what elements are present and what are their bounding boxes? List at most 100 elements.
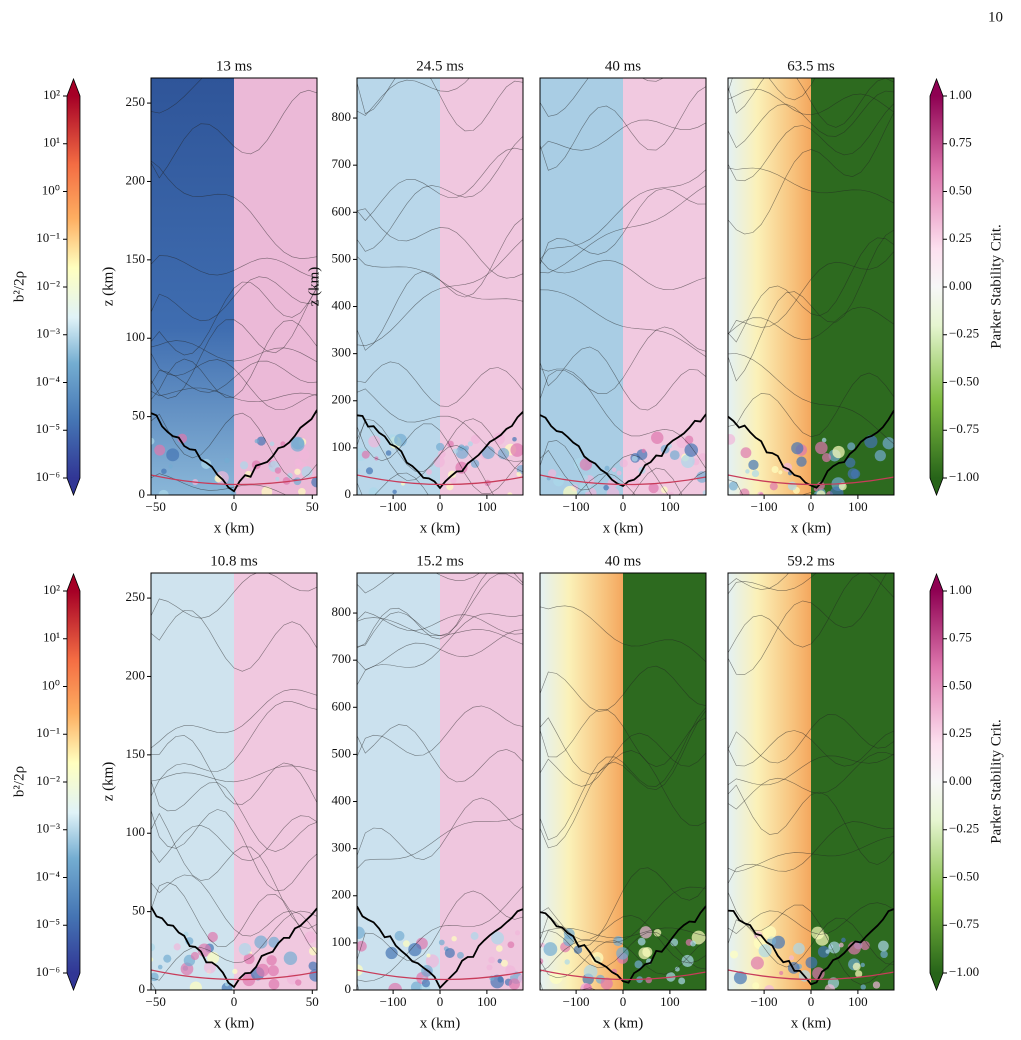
turbulence: [295, 979, 302, 986]
turbulence: [860, 984, 866, 990]
turbulence: [573, 945, 583, 955]
x-tick-label: 100: [848, 499, 868, 514]
turbulence: [294, 458, 302, 467]
field-left: [151, 573, 234, 990]
y-tick-label: 200: [126, 667, 146, 682]
streamline: [151, 352, 317, 410]
streamline: [540, 708, 706, 768]
turbulence: [516, 471, 522, 477]
turbulence: [821, 453, 831, 463]
turbulence: [563, 485, 577, 495]
y-tick-label: 800: [332, 604, 352, 619]
x-tick-label: −50: [146, 994, 166, 1009]
colorbar-extend: [930, 574, 943, 591]
y-tick-label: 50: [132, 408, 145, 423]
turbulence: [696, 471, 706, 483]
x-tick-label: 0: [437, 499, 444, 514]
y-axis-label: z (km): [100, 267, 116, 307]
turbulence: [684, 443, 699, 457]
streamline: [540, 185, 706, 274]
panel-title: 63.5 ms: [787, 58, 835, 74]
turbulence: [254, 439, 259, 444]
y-tick-label: 200: [332, 887, 352, 902]
turbulence: [759, 492, 764, 495]
contour: [728, 908, 894, 986]
streamline: [357, 418, 523, 473]
streamline: [151, 780, 317, 852]
turbulence: [639, 926, 652, 939]
turbulence: [304, 931, 317, 944]
turbulence: [488, 956, 495, 964]
streamline: [151, 610, 317, 672]
turbulence: [882, 437, 894, 450]
turbulence: [771, 465, 779, 474]
streamline: [728, 573, 817, 595]
field-left: [357, 78, 440, 495]
contour: [540, 905, 706, 984]
streamline: [357, 705, 523, 757]
turbulence: [309, 969, 317, 982]
y-tick-label: 600: [332, 203, 352, 218]
colorbar-tick-label: 1.00: [949, 582, 972, 597]
colorbar-tick-label: 10⁰: [42, 677, 60, 692]
turbulence: [151, 943, 156, 952]
turbulence: [168, 464, 173, 469]
turbulence: [563, 934, 575, 947]
x-tick-label: 50: [306, 994, 319, 1009]
turbulence: [298, 487, 306, 495]
streamline: [151, 735, 317, 805]
streamline: [540, 886, 706, 973]
streamline: [728, 112, 894, 235]
streamline: [151, 412, 317, 481]
streamline: [540, 717, 706, 827]
turbulence: [702, 490, 706, 495]
streamline: [728, 836, 894, 873]
contour: [357, 969, 523, 981]
colorbar-tick-label: −0.25: [949, 326, 979, 341]
turbulence: [678, 977, 686, 985]
turbulence: [793, 942, 805, 955]
turbulence: [763, 925, 777, 939]
turbulence: [811, 926, 825, 940]
y-tick-label: 100: [126, 329, 146, 344]
turbulence: [166, 448, 180, 462]
turbulence: [268, 936, 280, 948]
turbulence: [729, 950, 739, 959]
turbulence: [838, 942, 844, 948]
streamline: [357, 388, 523, 462]
turbulence: [791, 442, 804, 455]
colorbar-tick-label: 10⁻²: [36, 773, 60, 788]
colorbar-tick-label: 10²: [43, 87, 60, 102]
turbulence: [805, 956, 818, 969]
turbulence: [290, 437, 305, 452]
turbulence: [239, 461, 249, 470]
colorbar-tick-label: 0.50: [949, 677, 972, 692]
colorbar-tick-label: 10⁻¹: [36, 230, 60, 245]
colorbar-tick-label: 10⁻²: [36, 278, 60, 293]
streamline: [151, 78, 203, 114]
turbulence: [421, 979, 431, 988]
turbulence: [437, 450, 446, 459]
turbulence: [308, 946, 317, 956]
turbulence: [203, 961, 216, 974]
streamline: [728, 229, 894, 382]
colorbar-tick-label: 10⁻³: [36, 821, 60, 836]
turbulence: [238, 942, 252, 956]
streamline: [728, 237, 894, 343]
streamline: [151, 573, 317, 619]
streamline: [357, 239, 523, 347]
turbulence: [611, 467, 617, 472]
turbulence: [158, 489, 169, 495]
x-tick-label: 100: [477, 499, 497, 514]
turbulence: [173, 943, 181, 951]
y-axis-label: z (km): [306, 267, 322, 307]
turbulence: [748, 459, 759, 471]
streamline: [540, 326, 706, 400]
y-tick-label: 250: [126, 94, 146, 109]
streamline: [540, 259, 706, 291]
streamline: [540, 346, 706, 411]
turbulence: [491, 931, 504, 945]
streamline: [151, 319, 317, 400]
x-axis-label: x (km): [214, 1015, 254, 1031]
field-right: [811, 78, 894, 495]
